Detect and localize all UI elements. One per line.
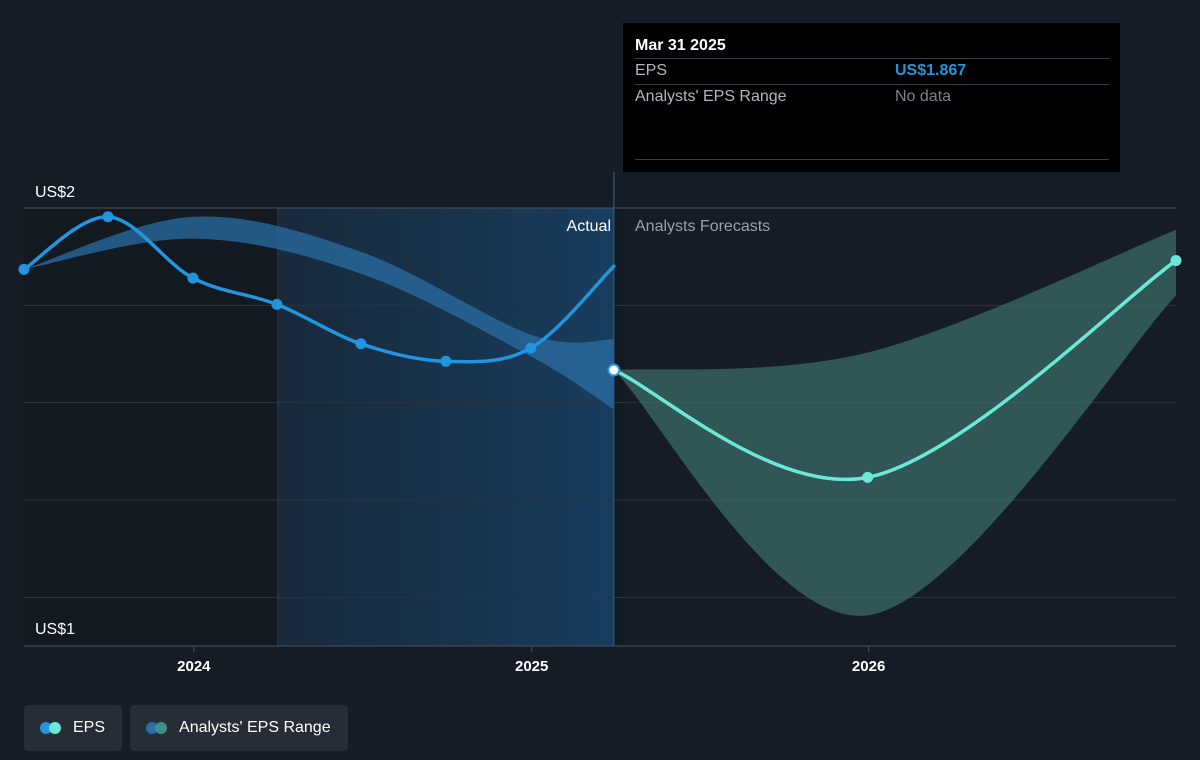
tooltip-eps-value: US$1.867 (895, 62, 967, 79)
y-label-top: US$2 (35, 184, 75, 201)
legend-item-eps[interactable]: EPS (24, 705, 123, 751)
legend-label-eps: EPS (73, 719, 106, 736)
analyst-ranges (24, 216, 1176, 616)
data-point (440, 355, 452, 367)
legend-item-range[interactable]: Analysts' EPS Range (130, 705, 348, 751)
tooltip: Mar 31 2025 EPS US$1.867 Analysts' EPS R… (623, 23, 1120, 172)
x-tick-label: 2025 (515, 658, 548, 675)
data-point (355, 338, 367, 350)
highlight-band (277, 208, 614, 646)
y-label-bottom: US$1 (35, 621, 75, 638)
forecast-label: Analysts Forecasts (635, 218, 770, 235)
x-tick-label: 2026 (852, 658, 885, 675)
series-points (18, 211, 1182, 483)
tooltip-row-range: Analysts' EPS Range No data (635, 84, 1109, 110)
tooltip-range-value: No data (895, 88, 952, 105)
data-point (102, 211, 114, 223)
data-point (187, 272, 199, 284)
eps-chart: Actual Analysts Forecasts US$2 US$1 2024… (18, 172, 1182, 675)
tooltip-divider (635, 159, 1109, 160)
data-point (271, 298, 283, 310)
data-point (18, 263, 30, 275)
tooltip-row-eps: EPS US$1.867 (635, 58, 1109, 84)
actual-label: Actual (567, 218, 611, 235)
legend: EPS Analysts' EPS Range (24, 705, 348, 751)
data-point (862, 471, 874, 483)
data-point (525, 342, 537, 354)
tooltip-eps-label: EPS (635, 62, 668, 79)
tooltip-range-label: Analysts' EPS Range (635, 88, 787, 105)
range-dots-icon (146, 722, 170, 734)
tooltip-date: Mar 31 2025 (635, 37, 726, 54)
x-tick-label: 2024 (177, 658, 211, 675)
eps-dots-icon (40, 722, 64, 734)
selected-data-point (607, 363, 621, 377)
x-axis: 2024 2025 2026 (177, 646, 885, 675)
legend-label-range: Analysts' EPS Range (179, 719, 331, 736)
forecast-range-band (613, 229, 1176, 616)
actual-range-band (24, 216, 614, 410)
data-point (1170, 255, 1182, 267)
